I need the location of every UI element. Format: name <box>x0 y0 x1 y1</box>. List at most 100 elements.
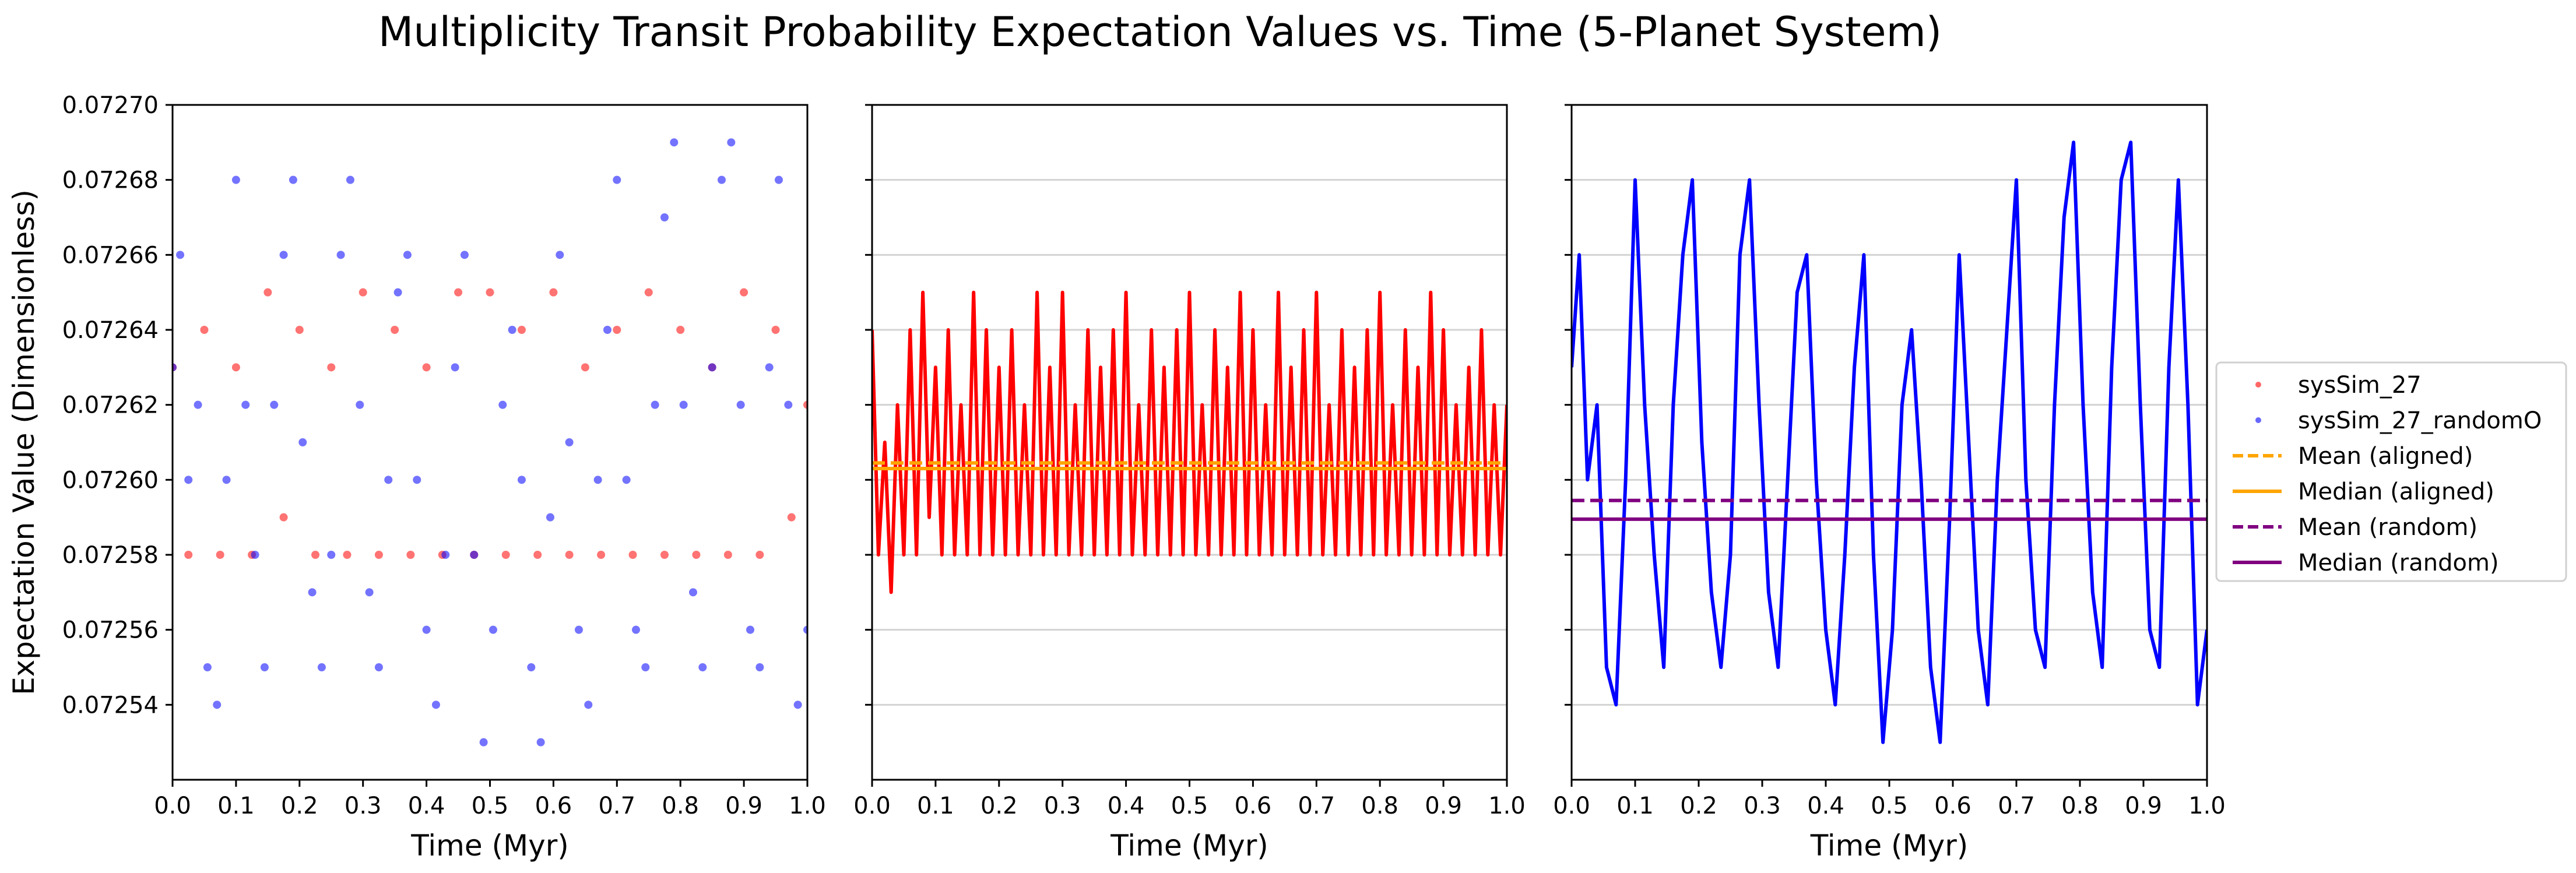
y-tick-label: 0.07262 <box>62 392 159 419</box>
scatter-point <box>508 326 516 334</box>
scatter-point <box>565 438 574 446</box>
scatter-point <box>393 288 402 297</box>
legend: sysSim_27 sysSim_27_randomO Mean (aligned)… <box>2215 361 2567 582</box>
y-tick-label: 0.07256 <box>62 617 159 644</box>
scatter-point <box>184 551 193 559</box>
y-tick-label: 0.07264 <box>62 317 159 344</box>
x-tick-label: 1.0 <box>2188 793 2226 819</box>
x-axis-label: Time (Myr) <box>410 829 569 863</box>
scatter-point <box>194 400 202 409</box>
scatter-point <box>784 400 793 409</box>
scatter-point <box>413 476 421 484</box>
scatter-point <box>241 400 250 409</box>
scatter-point <box>343 551 352 559</box>
x-tick-label: 0.8 <box>662 793 699 819</box>
x-tick-label: 0.4 <box>408 793 445 819</box>
scatter-point <box>498 400 507 409</box>
scatter-point <box>613 326 621 334</box>
scatter-point <box>298 438 307 446</box>
x-tick-label: 1.0 <box>789 793 826 819</box>
scatter-point <box>184 476 193 484</box>
x-tick-label: 0.1 <box>917 793 954 819</box>
legend-label: Mean (aligned) <box>2298 443 2473 470</box>
scatter-point <box>311 551 320 559</box>
scatter-point <box>279 513 288 522</box>
scatter-point <box>688 588 697 597</box>
plot-area <box>1572 140 2207 744</box>
x-tick-label: 0.7 <box>1298 793 1335 819</box>
scatter-point <box>603 326 612 334</box>
x-tick-label: 0.7 <box>1998 793 2035 819</box>
scatter-point <box>327 551 336 559</box>
scatter-point <box>486 288 494 297</box>
x-tick-label: 0.6 <box>1934 793 1971 819</box>
scatter-point <box>251 551 259 559</box>
scatter-point <box>698 663 707 671</box>
scatter-point <box>793 700 802 709</box>
y-tick-label: 0.07266 <box>62 242 159 269</box>
x-tick-label: 0.4 <box>1108 793 1145 819</box>
scatter-point <box>359 288 367 297</box>
scatter-point <box>533 551 542 559</box>
scatter-point <box>501 551 510 559</box>
scatter-point <box>422 363 431 372</box>
series-line <box>872 290 1507 594</box>
scatter-point <box>517 326 526 334</box>
scatter-point <box>679 400 688 409</box>
scatter-point <box>384 476 393 484</box>
scatter-point <box>260 663 269 671</box>
x-tick-label: 0.1 <box>1616 793 1654 819</box>
y-tick-label: 0.07268 <box>62 167 159 194</box>
x-tick-label: 0.6 <box>535 793 572 819</box>
legend-label: Mean (random) <box>2298 514 2477 541</box>
scatter-point <box>660 551 669 559</box>
scatter-point <box>391 326 399 334</box>
scatter-point <box>676 326 685 334</box>
scatter-point <box>622 476 631 484</box>
scatter-point <box>327 363 336 372</box>
scatter-point <box>356 400 364 409</box>
scatter-point <box>406 551 415 559</box>
scatter-point <box>479 738 488 747</box>
scatter-point <box>517 476 526 484</box>
scatter-point <box>263 288 272 297</box>
x-tick-label: 0.8 <box>1361 793 1398 819</box>
scatter-point <box>403 251 412 259</box>
scatter-point <box>631 625 640 634</box>
scatter-point <box>279 251 288 259</box>
scatter-point <box>489 625 497 634</box>
scatter-point <box>692 551 701 559</box>
plot-area <box>173 138 807 747</box>
scatter-point <box>308 588 317 597</box>
x-tick-label: 0.4 <box>1807 793 1844 819</box>
scatter-point <box>574 625 583 634</box>
legend-label: Median (aligned) <box>2298 478 2494 505</box>
x-tick-label: 0.5 <box>1871 793 1908 819</box>
scatter-point <box>176 251 185 259</box>
y-axis-label: Expectation Value (Dimensionless) <box>7 189 41 695</box>
scatter-point <box>549 288 558 297</box>
scatter-point <box>374 663 383 671</box>
scatter-point <box>200 326 209 334</box>
x-tick-label: 0.5 <box>472 793 509 819</box>
scatter-point <box>454 288 463 297</box>
scatter-point <box>317 663 326 671</box>
scatter-point <box>581 363 589 372</box>
plot-area <box>872 290 1507 594</box>
axes-frame <box>171 104 809 781</box>
series-line <box>1572 140 2207 744</box>
x-axis-label: Time (Myr) <box>1110 829 1268 863</box>
x-tick-label: 0.9 <box>1425 793 1462 819</box>
scatter-point <box>644 288 653 297</box>
scatter-point <box>584 700 593 709</box>
scatter-point <box>727 138 736 147</box>
legend-label: sysSim_27_randomO <box>2298 407 2542 434</box>
legend-label: sysSim_27 <box>2298 372 2422 399</box>
x-tick-label: 0.0 <box>1553 793 1590 819</box>
x-tick-label: 0.3 <box>1044 793 1081 819</box>
panel-1: 0.0 0.1 0.2 0.3 0.4 0.5 0.6 0.7 0.8 0.9 1.0 Time (M… <box>7 92 826 863</box>
scatter-point <box>708 363 716 372</box>
scatter-point <box>736 400 745 409</box>
scatter-point <box>336 251 345 259</box>
